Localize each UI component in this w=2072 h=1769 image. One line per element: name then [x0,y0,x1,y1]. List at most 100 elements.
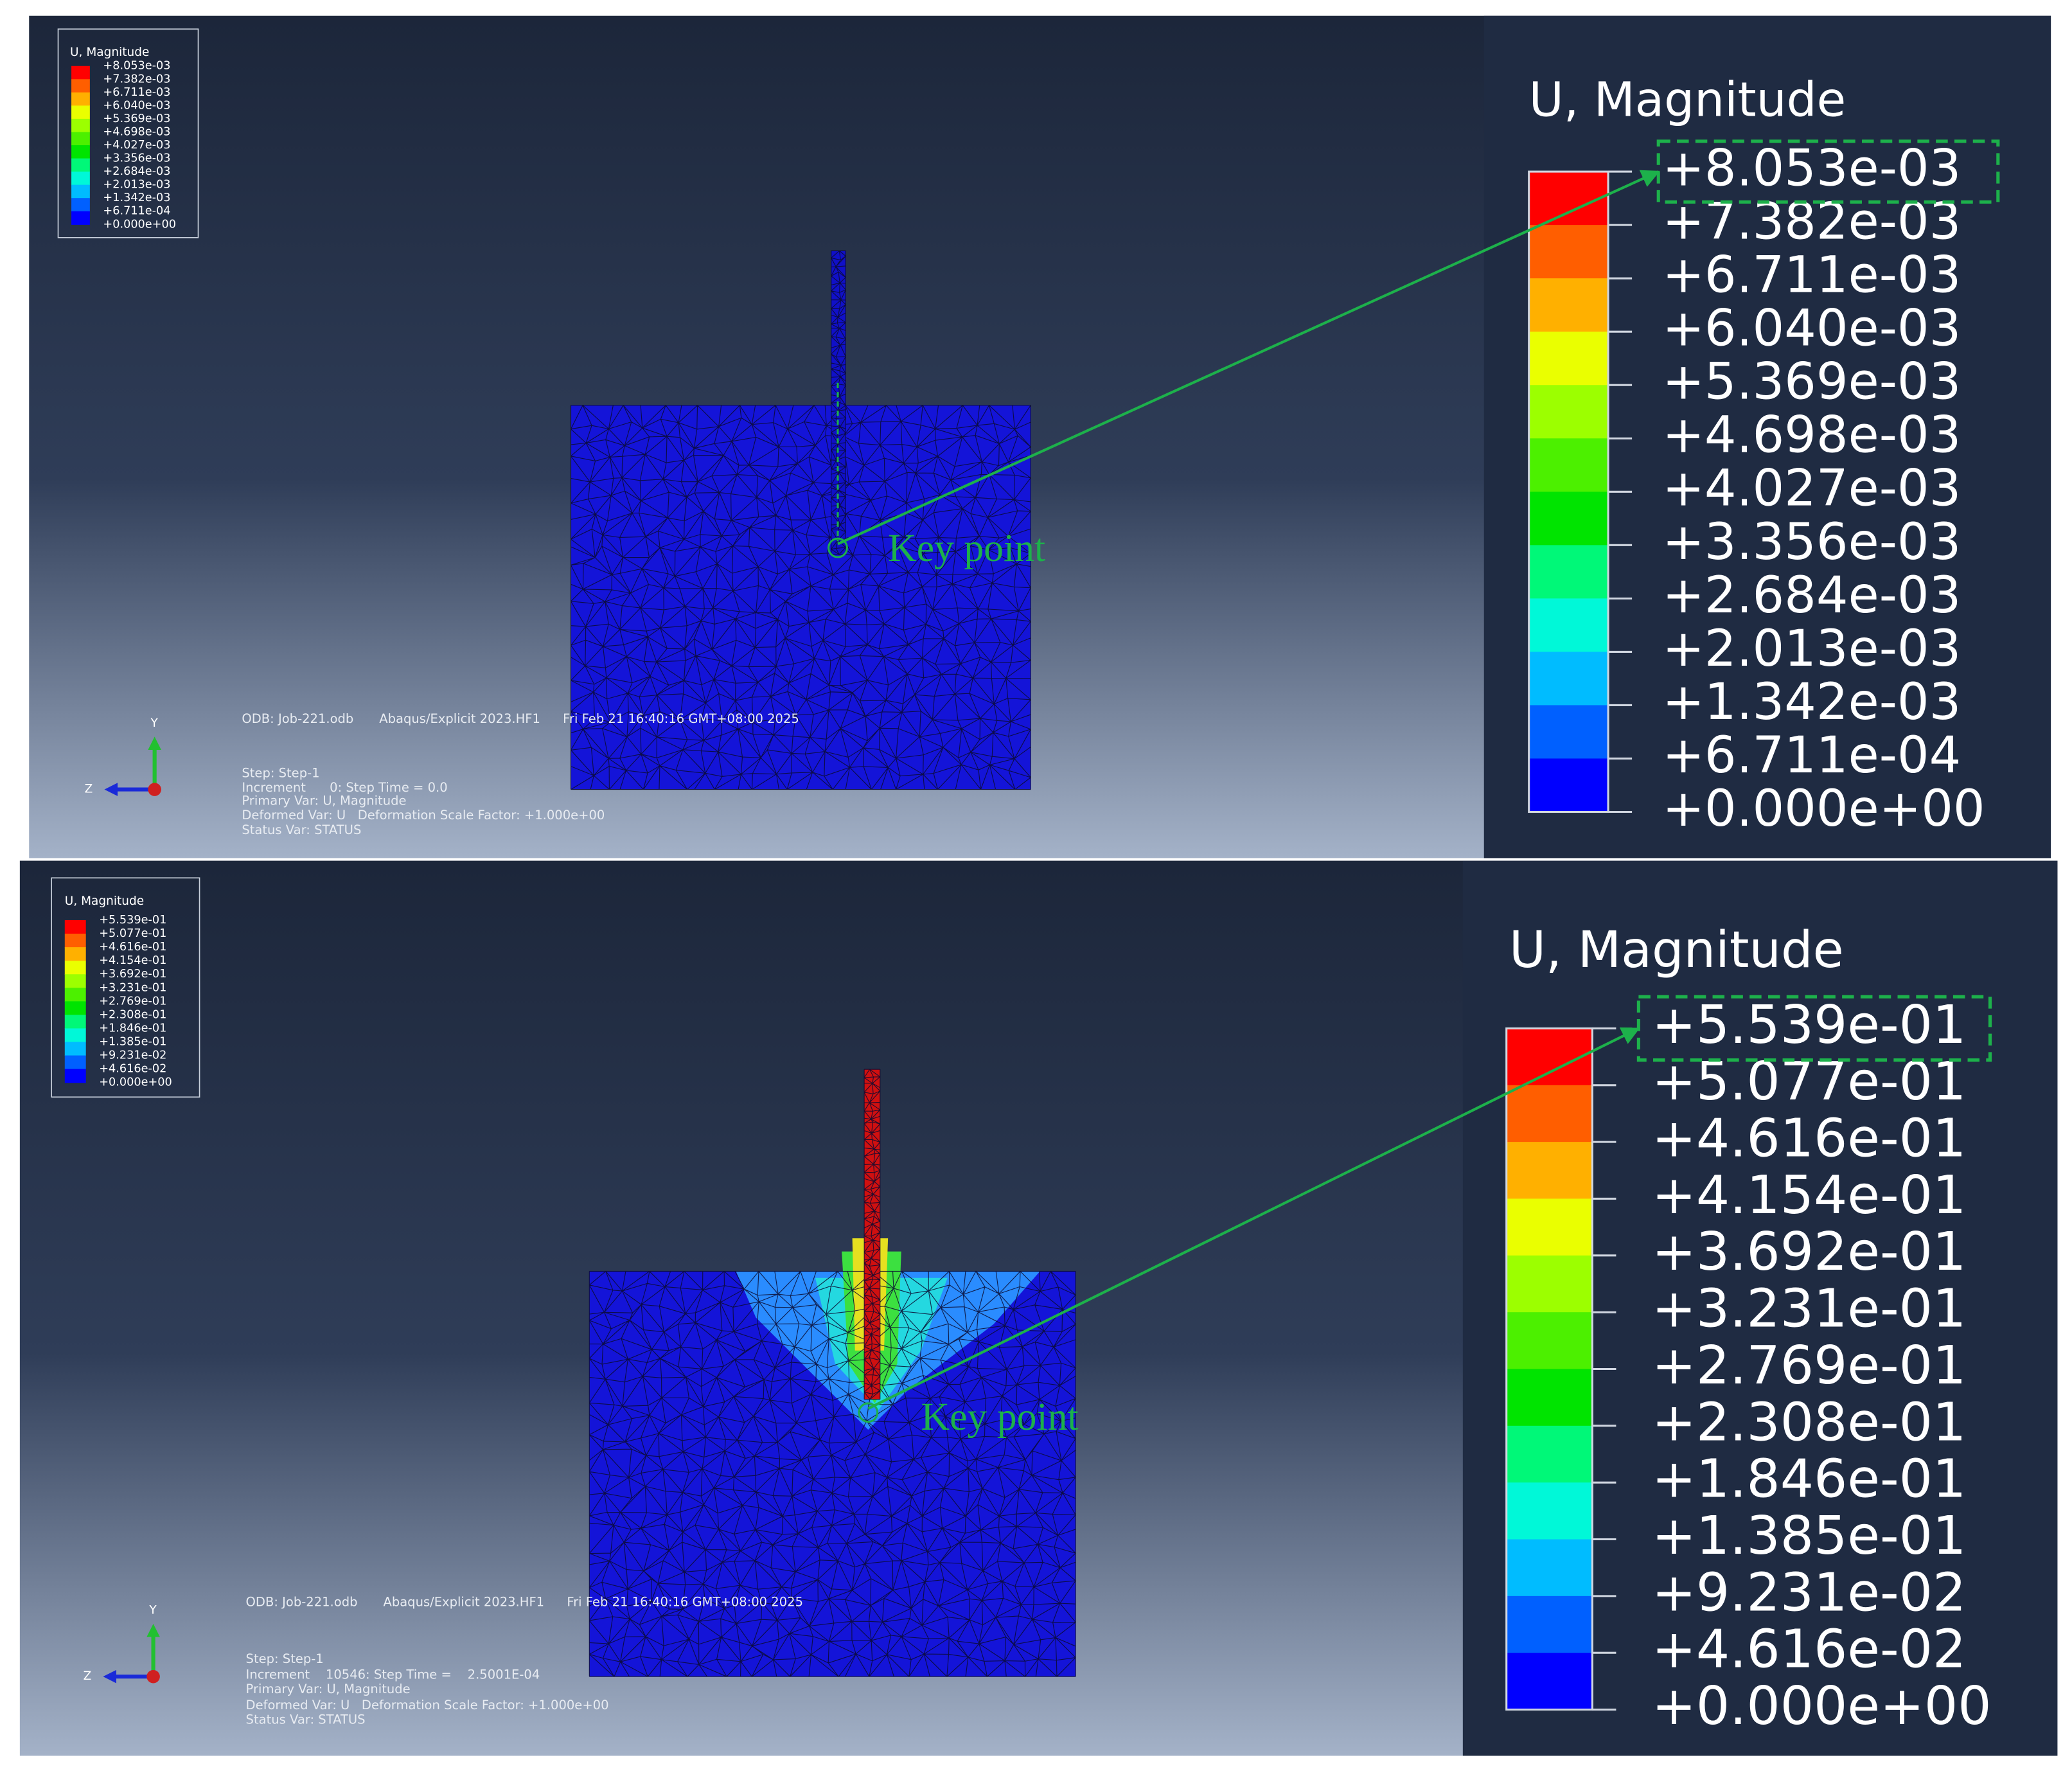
small-legend-label: +1.342e-03 [103,191,170,204]
key-point-arrow [867,1027,1640,1410]
legend-zoom-title: U, Magnitude [1529,73,1846,128]
small-legend-label: +8.053e-03 [103,60,170,73]
small-legend-label: +2.684e-03 [103,165,170,178]
legend-zoom-label: +3.356e-03 [1662,513,1961,571]
key-point-marker [858,1402,879,1423]
legend-zoom-swatch [1506,1198,1593,1256]
small-legend-swatch [64,1001,86,1015]
small-legend-label: +7.382e-03 [103,73,170,85]
info-odb: ODB: Job-221.odb [242,711,353,726]
small-legend-label: +9.231e-02 [99,1049,166,1062]
legend-zoom-label: +2.684e-03 [1662,566,1961,625]
legend-zoom-label: +1.385e-01 [1652,1506,1966,1567]
small-legend-swatch [71,145,90,159]
small-legend-label: +5.369e-03 [103,112,170,125]
legend-zoom-label: +5.369e-03 [1662,353,1961,411]
small-legend-label: +4.154e-01 [99,954,166,967]
legend-zoom-swatch [1506,1142,1593,1200]
legend-zoom-swatch [1506,1369,1593,1427]
info-solver: Abaqus/Explicit 2023.HF1 [383,1595,544,1610]
small-legend-label: +2.308e-01 [99,1008,166,1021]
small-legend-swatch [64,1028,86,1043]
legend-zoom-swatch [1506,1482,1593,1540]
part-body [571,405,1031,790]
legend-zoom-swatch [1506,1539,1593,1597]
small-legend-label: +4.616e-01 [99,941,166,954]
legend-zoom-label: +2.308e-01 [1652,1392,1966,1453]
legend-zoom-swatch [1528,652,1609,706]
small-legend-label: +1.846e-01 [99,1022,166,1035]
legend-zoom-swatch [1506,1255,1593,1313]
legend-zoom-label: +1.846e-01 [1652,1449,1966,1510]
legend-zoom-swatch [1506,1085,1593,1142]
small-legend-swatch [71,105,90,120]
info-date: Fri Feb 21 16:40:16 GMT+08:00 2025 [567,1595,803,1610]
info-solver: Abaqus/Explicit 2023.HF1 [379,711,540,726]
info-line: Deformed Var: U Deformation Scale Factor… [242,808,605,822]
viewport-panel: U, Magnitude+8.053e-03+7.382e-03+6.711e-… [29,15,2051,858]
legend-zoom-label: +4.027e-03 [1662,459,1961,518]
legend-zoom-label: +5.539e-01 [1652,995,1966,1056]
small-legend-swatch [71,79,90,93]
legend-zoom-swatch [1528,598,1609,653]
legend-zoom-swatch [1528,492,1609,546]
legend-zoom-label: +2.013e-03 [1662,619,1961,678]
legend-zoom-swatch [1506,1653,1593,1711]
legend-zoom-swatch [1528,332,1609,386]
small-legend-label: +0.000e+00 [99,1076,172,1089]
small-legend-label: +0.000e+00 [103,218,176,231]
small-legend-label: +4.698e-03 [103,125,170,138]
small-legend-label: +3.231e-01 [99,981,166,994]
small-legend-label: +5.539e-01 [99,914,166,927]
legend-zoom-swatch [1528,278,1609,333]
small-legend-label: +1.385e-01 [99,1036,166,1049]
small-legend-swatch [64,974,86,988]
small-legend-title: U, Magnitude [65,894,144,908]
key-point-arrow [837,170,1660,546]
small-legend-label: +6.711e-03 [103,86,170,99]
small-legend-label: +2.769e-01 [99,995,166,1008]
small-legend-swatch [71,158,90,172]
legend-zoom-title: U, Magnitude [1509,921,1844,979]
legend-zoom-swatch [1528,385,1609,440]
info-line: Increment 10546: Step Time = 2.5001E-04 [246,1667,540,1682]
small-legend-label: +3.692e-01 [99,968,166,981]
info-line: Primary Var: U, Magnitude [246,1682,411,1696]
legend-zoom-label: +8.053e-03 [1662,139,1961,198]
legend-zoom-swatch [1528,438,1609,493]
small-legend-swatch [71,211,90,225]
small-legend-label: +3.356e-03 [103,152,170,165]
triad-y-head [146,1624,160,1637]
small-legend-label: +2.013e-03 [103,179,170,191]
legend-zoom-label: +1.342e-03 [1662,673,1961,731]
info-line: Step: Step-1 [246,1651,324,1666]
viewport-panel: U, Magnitude+5.539e-01+5.077e-01+4.616e-… [19,860,2058,1756]
small-legend-box [57,28,199,238]
triad-x-axis [148,783,161,796]
legend-zoom-label: +0.000e+00 [1662,779,1985,838]
small-legend-swatch [64,1055,86,1070]
small-legend-label: +5.077e-01 [99,927,166,940]
legend-zoom-swatch [1528,758,1609,813]
legend-zoom-label: +4.616e-02 [1652,1619,1966,1680]
legend-zoom-label: +2.769e-01 [1652,1335,1966,1396]
info-line: Status Var: STATUS [242,822,361,837]
legend-zoom-label: +6.040e-03 [1662,299,1961,358]
small-legend-swatch [71,118,90,133]
mesh-lines [589,1270,1076,1677]
legend-zoom-swatch [1528,705,1609,760]
key-point-label: Key point [888,526,1045,570]
legend-zoom-label: +6.711e-03 [1662,246,1961,305]
info-line: Deformed Var: U Deformation Scale Factor… [246,1698,609,1712]
small-legend-title: U, Magnitude [70,46,149,59]
small-legend-label: +6.040e-03 [103,99,170,112]
triad-z-label: Z [85,783,93,796]
mesh-lines [863,1069,881,1400]
small-legend-swatch [64,988,86,1002]
legend-zoom-label: +4.616e-01 [1652,1108,1966,1169]
small-legend-label: +4.027e-03 [103,139,170,152]
small-legend-swatch [64,961,86,975]
small-legend-swatch [64,920,86,934]
legend-zoom-swatch [1506,1425,1593,1484]
